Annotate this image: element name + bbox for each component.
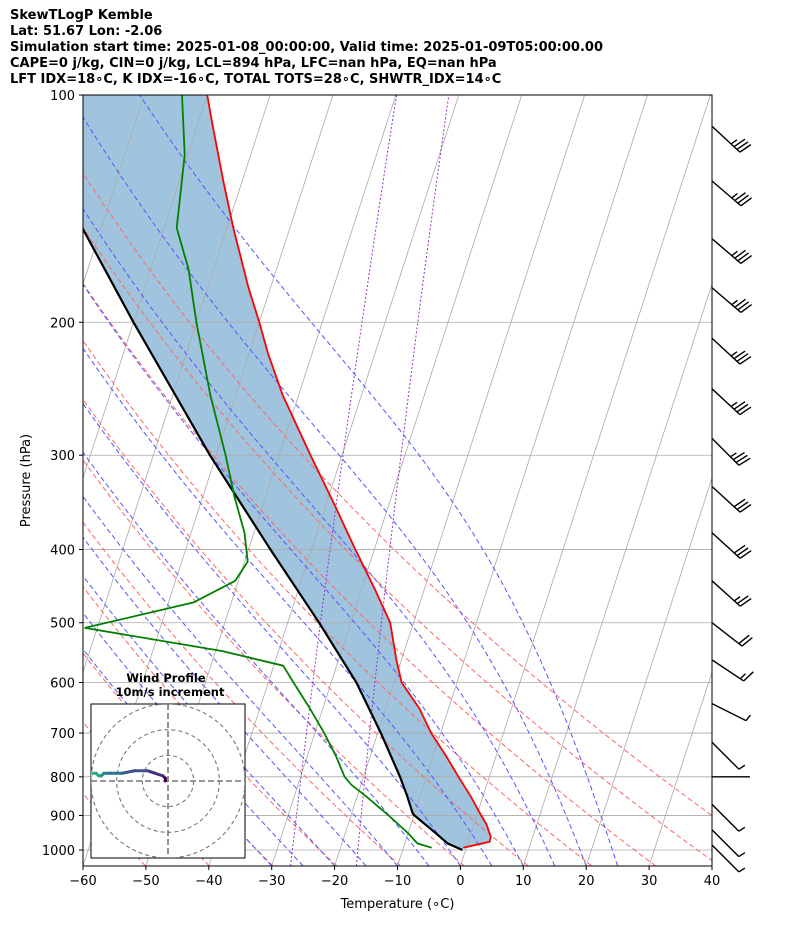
- y-axis-label: Pressure (hPa): [19, 434, 34, 527]
- x-tick-label: 20: [578, 874, 595, 889]
- wind-barb: [711, 287, 753, 314]
- hodograph-subtitle: 10m/s increment: [116, 685, 225, 699]
- wind-barb: [711, 180, 753, 207]
- y-tick-label: 800: [50, 771, 75, 786]
- moist-adiabat: [83, 402, 461, 866]
- moist-adiabat: [83, 612, 304, 866]
- moist-adiabat: [139, 95, 619, 866]
- isotherm-line: [0, 95, 19, 866]
- x-tick-label: −60: [69, 874, 96, 889]
- isotherm-line: [83, 95, 271, 674]
- dry-adiabat: [83, 282, 657, 866]
- parcel-area-shading: [83, 95, 491, 850]
- plot-area: [0, 95, 712, 866]
- x-tick-label: −50: [132, 874, 159, 889]
- isotherm-line: [83, 95, 208, 480]
- moist-adiabat: [83, 536, 367, 866]
- isotherm-line: [397, 95, 648, 866]
- y-tick-label: 900: [50, 809, 75, 824]
- x-tick-label: −20: [321, 874, 348, 889]
- x-tick-label: 40: [704, 874, 721, 889]
- isotherm-line: [460, 95, 711, 866]
- wind-barb: [711, 485, 752, 513]
- isotherm-line: [271, 95, 523, 866]
- dry-adiabat: [83, 398, 529, 866]
- x-tick-label: −30: [258, 874, 285, 889]
- wind-barb: [711, 388, 752, 416]
- mixing-ratio-line: [355, 95, 450, 866]
- chart-header: SkewTLogP Kemble Lat: 51.67 Lon: -2.06 S…: [10, 8, 603, 88]
- hodograph-plot: [86, 704, 245, 858]
- cape-cin-levels: CAPE=0 j/kg, CIN=0 j/kg, LCL=894 hPa, LF…: [10, 56, 497, 71]
- wind-barb: [711, 622, 753, 647]
- y-tick-label: 500: [50, 617, 75, 632]
- x-tick-label: 0: [456, 874, 464, 889]
- isotherm-line: [711, 864, 712, 866]
- moist-adiabat: [83, 451, 430, 866]
- isotherm-line: [83, 95, 145, 286]
- wind-barb: [711, 532, 752, 559]
- moist-adiabat: [83, 575, 335, 866]
- temperature-profile: [206, 95, 492, 849]
- wind-barbs: [711, 125, 754, 873]
- parcel-path: [83, 226, 463, 852]
- moist-adiabat: [83, 207, 556, 866]
- hodograph-title: Wind Profile: [126, 671, 206, 685]
- y-tick-label: 600: [50, 677, 75, 692]
- wind-barb: [711, 844, 746, 873]
- dry-adiabat: [83, 172, 712, 817]
- y-tick-label: 700: [50, 727, 75, 742]
- x-axis-label: Temperature (∘C): [340, 897, 455, 912]
- lat-lon: Lat: 51.67 Lon: -2.06: [10, 24, 163, 39]
- wind-barb: [711, 803, 746, 832]
- wind-barb: [711, 125, 752, 153]
- hodograph-segment: [120, 769, 137, 775]
- wind-barb: [711, 437, 751, 466]
- dry-adiabat: [83, 459, 465, 866]
- wind-barb: [711, 580, 752, 607]
- isotherm-line: [522, 282, 712, 866]
- mixing-ratio-line: [290, 95, 397, 866]
- wind-barb: [711, 829, 746, 858]
- y-tick-label: 100: [50, 89, 75, 104]
- x-tick-label: 30: [641, 874, 658, 889]
- hodograph-segment: [86, 773, 89, 776]
- wind-barb: [711, 337, 752, 365]
- dry-adiabat: [83, 226, 712, 862]
- x-tick-label: −40: [195, 874, 222, 889]
- wind-barb: [711, 741, 746, 770]
- wind-barb: [711, 238, 753, 264]
- axes: −60 −50 −40 −30 −20 −10 0 10 20 30 40 100 200 300 400 5…: [19, 89, 720, 912]
- stability-indices: LFT IDX=18∘C, K IDX=-16∘C, TOTAL TOTS=28…: [10, 72, 502, 87]
- isotherm-line: [585, 476, 712, 866]
- x-tick-label: 10: [515, 874, 532, 889]
- wind-barb: [711, 659, 754, 682]
- isotherm-line: [0, 95, 81, 866]
- y-tick-label: 300: [50, 449, 75, 464]
- y-tick-label: 200: [50, 316, 75, 331]
- y-tick-label: 1000: [42, 844, 75, 859]
- dewpoint-profile: [84, 95, 432, 849]
- moist-adiabat: [83, 283, 524, 866]
- isotherm-line: [334, 95, 585, 866]
- moist-adiabat: [83, 116, 587, 866]
- dry-adiabat: [83, 585, 338, 866]
- simulation-times: Simulation start time: 2025-01-08_00:00:…: [10, 40, 603, 55]
- isotherm-line: [648, 670, 712, 866]
- x-tick-label: −10: [384, 874, 411, 889]
- y-tick-label: 400: [50, 544, 75, 559]
- station-title: SkewTLogP Kemble: [10, 8, 153, 23]
- wind-barb: [711, 703, 752, 722]
